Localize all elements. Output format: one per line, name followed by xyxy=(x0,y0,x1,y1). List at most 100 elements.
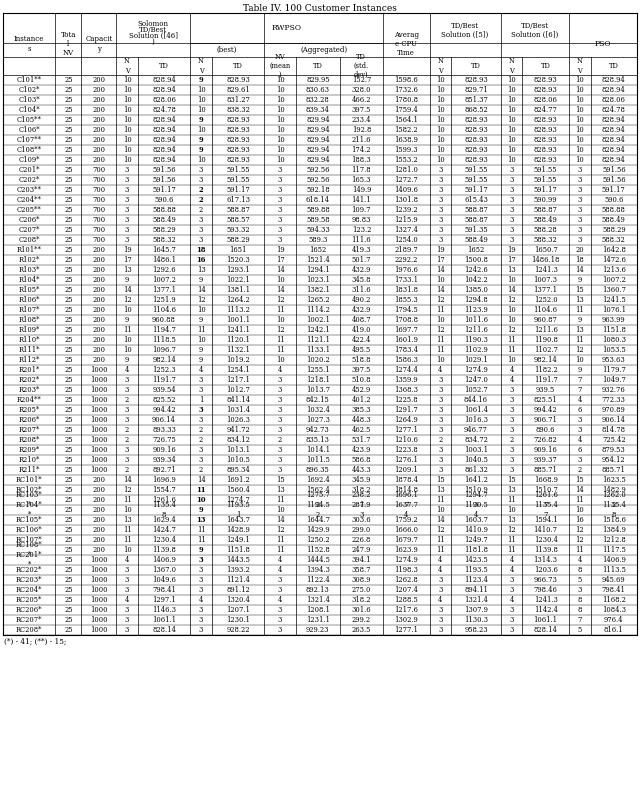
Text: PSO: PSO xyxy=(595,40,611,48)
Text: 3: 3 xyxy=(278,456,282,464)
Text: 9: 9 xyxy=(199,346,203,354)
Text: 3: 3 xyxy=(278,166,282,174)
Text: 2: 2 xyxy=(125,466,129,474)
Text: 238.2
1: 238.2 1 xyxy=(351,492,371,508)
Text: 3: 3 xyxy=(577,206,582,214)
Text: TD: TD xyxy=(609,62,619,70)
Text: 510.8: 510.8 xyxy=(351,376,371,384)
Text: 18: 18 xyxy=(575,256,584,264)
Text: 3: 3 xyxy=(125,236,129,244)
Text: 1213.6: 1213.6 xyxy=(602,266,626,274)
Text: 829.94: 829.94 xyxy=(306,116,330,124)
Text: 9: 9 xyxy=(199,116,204,124)
Text: 588.88: 588.88 xyxy=(602,206,626,214)
Text: 1644.7: 1644.7 xyxy=(306,516,330,524)
Text: 14: 14 xyxy=(196,476,205,484)
Text: 10: 10 xyxy=(196,96,205,104)
Text: 13: 13 xyxy=(507,266,516,274)
Text: RC206*: RC206* xyxy=(16,606,42,614)
Text: 1203.6: 1203.6 xyxy=(534,566,557,574)
Text: 11: 11 xyxy=(196,526,205,534)
Text: 1831.8: 1831.8 xyxy=(394,286,419,294)
Text: 9: 9 xyxy=(199,276,203,284)
Text: 3: 3 xyxy=(199,586,204,594)
Text: 10: 10 xyxy=(276,156,284,164)
Text: 906.14: 906.14 xyxy=(152,416,176,424)
Text: TD: TD xyxy=(313,62,323,70)
Text: RC104*
*: RC104* * xyxy=(16,501,42,519)
Text: C202*: C202* xyxy=(19,176,40,184)
Text: 10: 10 xyxy=(436,106,445,114)
Text: 829.71: 829.71 xyxy=(464,86,488,94)
Text: 591.17: 591.17 xyxy=(464,186,488,194)
Text: 7: 7 xyxy=(577,386,582,394)
Text: 10: 10 xyxy=(436,146,445,154)
Text: 1013.7: 1013.7 xyxy=(306,386,330,394)
Text: 10: 10 xyxy=(123,306,131,314)
Text: 466.2: 466.2 xyxy=(351,96,371,104)
Text: ): ) xyxy=(152,38,154,46)
Text: 591.35: 591.35 xyxy=(464,226,488,234)
Text: R209*: R209* xyxy=(19,446,40,454)
Text: 11: 11 xyxy=(196,486,206,494)
Text: 25: 25 xyxy=(64,556,72,564)
Text: 12: 12 xyxy=(123,296,131,304)
Text: 7: 7 xyxy=(577,616,582,624)
Text: 11: 11 xyxy=(123,326,131,334)
Text: 12: 12 xyxy=(276,296,284,304)
Text: 1247.0: 1247.0 xyxy=(464,376,488,384)
Text: 828.93: 828.93 xyxy=(534,126,557,134)
Text: 824.78: 824.78 xyxy=(602,106,626,114)
Text: 10: 10 xyxy=(507,76,516,84)
Text: 25: 25 xyxy=(64,486,72,494)
Text: 798.41: 798.41 xyxy=(602,586,626,594)
Text: 588.28: 588.28 xyxy=(534,226,557,234)
Text: 1976.6: 1976.6 xyxy=(394,266,419,274)
Text: 1255.1: 1255.1 xyxy=(306,366,330,374)
Text: 1406.9: 1406.9 xyxy=(602,556,626,564)
Text: 25: 25 xyxy=(64,596,72,604)
Text: 10: 10 xyxy=(123,346,131,354)
Text: TD/Best: TD/Best xyxy=(451,22,479,30)
Text: 3: 3 xyxy=(438,396,443,404)
Text: 816.1: 816.1 xyxy=(604,626,623,634)
Text: 1642.8: 1642.8 xyxy=(602,246,626,254)
Text: 19: 19 xyxy=(276,246,284,254)
Text: 25: 25 xyxy=(64,526,72,534)
Text: RC103*
*: RC103* * xyxy=(16,492,42,508)
Text: 200: 200 xyxy=(92,496,105,504)
Text: 1254.0: 1254.0 xyxy=(394,236,418,244)
Text: 3: 3 xyxy=(509,466,514,474)
Text: 588.57: 588.57 xyxy=(226,216,250,224)
Text: 14: 14 xyxy=(436,266,445,274)
Text: 828.93: 828.93 xyxy=(464,126,488,134)
Text: R203*: R203* xyxy=(19,386,40,394)
Text: 1096.7: 1096.7 xyxy=(152,346,176,354)
Text: 200: 200 xyxy=(92,86,105,94)
Text: C106*: C106* xyxy=(19,126,40,134)
Text: 1264.9: 1264.9 xyxy=(394,416,418,424)
Text: C101**: C101** xyxy=(17,76,42,84)
Text: C104*: C104* xyxy=(19,106,40,114)
Text: 1594.1: 1594.1 xyxy=(534,516,557,524)
Text: 1218.1: 1218.1 xyxy=(306,376,330,384)
Text: 1002.1: 1002.1 xyxy=(306,316,330,324)
Text: 10: 10 xyxy=(575,116,584,124)
Text: 10: 10 xyxy=(123,116,131,124)
Text: 2: 2 xyxy=(199,466,203,474)
Text: 1000: 1000 xyxy=(90,376,108,384)
Text: 982.14: 982.14 xyxy=(152,356,176,364)
Text: 25: 25 xyxy=(64,316,72,324)
Text: Instance
s: Instance s xyxy=(14,36,44,52)
Text: C105**: C105** xyxy=(17,116,42,124)
Text: Capacit
y: Capacit y xyxy=(85,36,113,52)
Text: 25: 25 xyxy=(64,246,72,254)
Text: 1564.1: 1564.1 xyxy=(394,116,419,124)
Text: 3: 3 xyxy=(509,386,514,394)
Text: 25: 25 xyxy=(64,576,72,584)
Text: 4: 4 xyxy=(125,366,129,374)
Text: 3: 3 xyxy=(438,426,443,434)
Text: 1623.9: 1623.9 xyxy=(394,546,418,554)
Text: 25: 25 xyxy=(64,376,72,384)
Text: 11: 11 xyxy=(276,496,284,504)
